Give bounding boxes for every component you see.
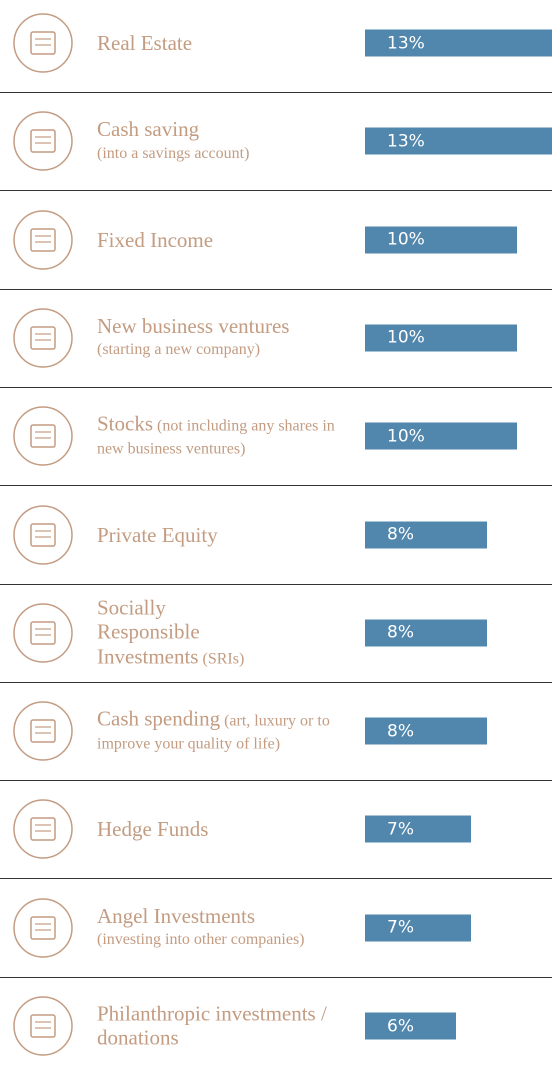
bar: 10%	[365, 324, 517, 352]
bar: 13%	[365, 127, 552, 155]
category-name: Cash spending	[97, 706, 221, 731]
icon	[13, 996, 73, 1056]
bar-value-label: 7%	[387, 917, 414, 938]
separator	[0, 288, 552, 290]
bar: 10%	[365, 422, 517, 450]
category-name: Real Estate	[97, 30, 193, 55]
category-label: Real Estate	[97, 31, 342, 55]
bar-value-label: 10%	[387, 327, 425, 348]
separator	[0, 780, 552, 782]
category-name: Hedge Funds	[97, 817, 209, 842]
icon	[13, 308, 73, 368]
bar: 8%	[365, 717, 487, 745]
separator	[0, 92, 552, 93]
separator	[0, 485, 552, 487]
icon	[13, 504, 73, 565]
bar-value-label: 6%	[387, 1016, 414, 1036]
category-subtitle: (art, luxury or to improve your quality …	[97, 712, 330, 753]
separator	[0, 583, 552, 585]
category-subtitle: (investing into other companies)	[97, 931, 305, 949]
category-subtitle: (not including any shares in new busines…	[97, 417, 335, 458]
bar: 7%	[365, 815, 472, 843]
category-label: Private Equity	[97, 522, 342, 546]
bar: 7%	[365, 914, 472, 942]
icon	[13, 209, 73, 270]
icon	[13, 406, 73, 466]
bar-value-label: 8%	[387, 524, 414, 545]
category-label: Angel Investments (investing into other c…	[97, 904, 342, 952]
category-label: Stocks (not including any shares in new …	[97, 412, 342, 461]
category-name: New business ventures	[97, 314, 290, 339]
separator	[0, 386, 552, 388]
separator	[0, 976, 552, 978]
category-label: Cash spending (art, luxury or to improve…	[97, 706, 342, 755]
icon	[13, 603, 73, 663]
category-label: Philanthropic investments / donations	[97, 1002, 342, 1051]
icon	[13, 897, 73, 958]
bar-value-label: 10%	[387, 426, 425, 447]
category-label: Fixed Income	[97, 227, 342, 251]
icon	[13, 701, 73, 761]
category-subtitle: (into a savings account)	[97, 144, 250, 162]
icon	[13, 111, 73, 172]
bar: 13%	[365, 29, 552, 57]
bar: 8%	[365, 521, 487, 548]
category-label: Socially Responsible Investments (SRIs)	[97, 595, 247, 670]
category-name: Cash saving	[97, 117, 200, 142]
category-name: Socially Responsible Investments	[97, 595, 200, 669]
bar: 10%	[365, 226, 517, 254]
category-name: Private Equity	[97, 522, 218, 547]
separator	[0, 190, 552, 192]
separator	[0, 878, 552, 880]
category-name: Stocks	[97, 411, 154, 436]
bar-value-label: 13%	[387, 131, 425, 152]
category-label: New business ventures (starting a new com…	[97, 314, 342, 362]
bar-value-label: 8%	[387, 721, 414, 742]
separator	[0, 681, 552, 683]
bar-value-label: 10%	[387, 229, 425, 250]
bar: 8%	[365, 619, 487, 647]
category-label: Cash saving (into a savings account)	[97, 118, 342, 166]
bar-value-label: 13%	[387, 33, 425, 53]
bar-value-label: 7%	[387, 819, 414, 840]
category-label: Hedge Funds	[97, 817, 342, 841]
category-subtitle: (starting a new company)	[97, 341, 261, 359]
bar: 6%	[365, 1012, 457, 1040]
icon	[13, 13, 73, 73]
category-name: Angel Investments	[97, 903, 256, 928]
icon	[13, 799, 73, 860]
category-name: Fixed Income	[97, 227, 214, 252]
bar-value-label: 8%	[387, 622, 414, 643]
category-name: Philanthropic investments / donations	[97, 1001, 327, 1050]
category-subtitle: (SRIs)	[202, 650, 245, 668]
